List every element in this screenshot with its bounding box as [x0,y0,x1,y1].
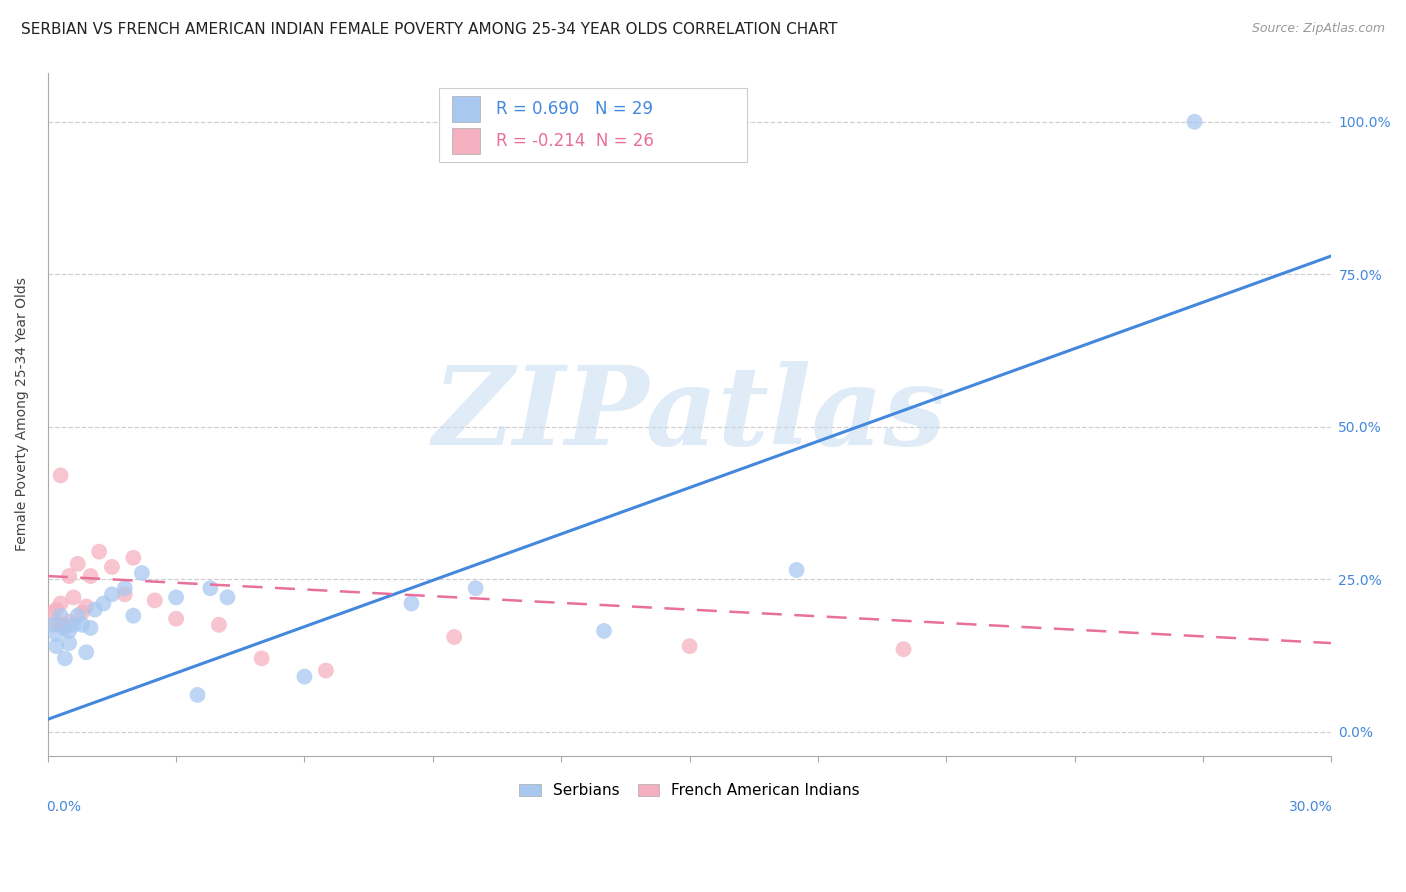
Point [83,602,105,616]
Point [49,468,72,483]
Point [114,581,136,595]
Point [45,602,67,616]
Point [165,591,187,605]
Point [70,606,93,620]
Legend: Serbians, French American Indians: Serbians, French American Indians [513,777,866,805]
Point [165,612,187,626]
Point [62,617,84,632]
Text: SERBIAN VS FRENCH AMERICAN INDIAN FEMALE POVERTY AMONG 25-34 YEAR OLDS CORRELATI: SERBIAN VS FRENCH AMERICAN INDIAN FEMALE… [21,22,838,37]
Point [58,624,80,638]
Point [45,639,67,653]
Text: 30.0%: 30.0% [1289,800,1333,814]
FancyBboxPatch shape [453,128,481,153]
Point [122,608,145,623]
Text: ZIPatlas: ZIPatlas [433,360,946,468]
Text: Source: ZipAtlas.com: Source: ZipAtlas.com [1251,22,1385,36]
Point [101,560,124,574]
Point [101,587,124,601]
Point [200,581,222,595]
Text: 0.0%: 0.0% [46,800,82,814]
Point [122,550,145,565]
Text: R = 0.690   N = 29: R = 0.690 N = 29 [496,100,652,118]
Point [401,597,423,611]
Point [62,591,84,605]
Point [87,544,110,558]
Point [593,624,616,638]
Point [131,566,153,580]
Point [893,642,915,657]
Point [93,597,115,611]
Point [53,617,76,632]
Point [45,617,67,632]
Point [186,688,208,702]
Point [70,617,93,632]
Point [294,670,316,684]
Point [678,639,700,653]
Point [75,599,97,614]
Point [143,593,166,607]
Point [49,597,72,611]
Point [114,587,136,601]
Point [41,617,63,632]
Point [1184,115,1206,129]
Point [49,608,72,623]
Point [66,557,89,571]
Point [45,627,67,641]
Point [53,621,76,635]
Point [443,630,465,644]
FancyBboxPatch shape [453,96,481,122]
Point [464,581,486,595]
Point [58,615,80,629]
Point [208,617,231,632]
Point [58,569,80,583]
Y-axis label: Female Poverty Among 25-34 Year Olds: Female Poverty Among 25-34 Year Olds [15,277,30,551]
Point [79,621,101,635]
Point [315,664,337,678]
Point [53,651,76,665]
Point [58,636,80,650]
Text: R = -0.214  N = 26: R = -0.214 N = 26 [496,132,654,150]
FancyBboxPatch shape [439,88,748,161]
Point [75,645,97,659]
Point [250,651,273,665]
Point [786,563,808,577]
Point [79,569,101,583]
Point [217,591,239,605]
Point [49,617,72,632]
Point [41,606,63,620]
Point [66,608,89,623]
